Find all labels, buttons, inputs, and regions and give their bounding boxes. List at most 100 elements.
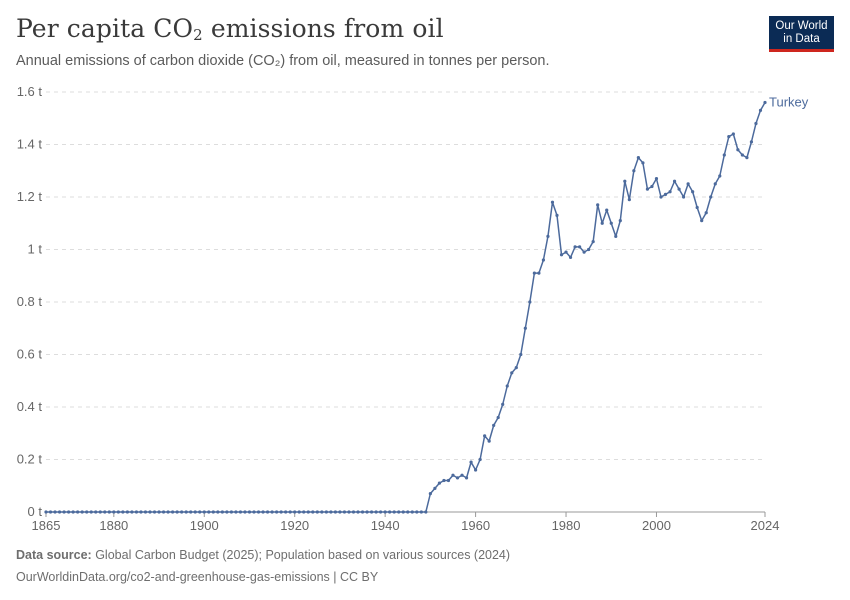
data-point bbox=[618, 219, 622, 223]
data-point bbox=[365, 510, 369, 514]
data-point bbox=[225, 510, 229, 514]
data-point bbox=[166, 510, 170, 514]
series-line-turkey bbox=[46, 102, 766, 513]
data-point bbox=[360, 510, 365, 514]
data-point bbox=[229, 510, 233, 514]
data-point bbox=[654, 177, 659, 181]
data-point bbox=[722, 153, 726, 157]
data-point bbox=[202, 510, 206, 514]
data-point bbox=[67, 510, 71, 514]
data-point bbox=[275, 510, 279, 514]
data-point bbox=[559, 253, 564, 257]
data-point bbox=[143, 510, 148, 514]
data-point bbox=[501, 402, 505, 406]
data-point bbox=[614, 234, 618, 238]
data-point bbox=[591, 240, 595, 244]
data-point bbox=[700, 219, 704, 223]
data-point bbox=[148, 510, 152, 514]
y-tick-label: 1.6 t bbox=[17, 84, 43, 99]
data-point bbox=[247, 510, 252, 514]
x-tick-label: 2024 bbox=[751, 518, 780, 533]
data-point bbox=[121, 510, 125, 514]
data-point bbox=[207, 510, 211, 514]
data-point bbox=[686, 182, 690, 186]
data-point bbox=[451, 473, 455, 477]
data-point bbox=[329, 510, 333, 514]
data-point bbox=[636, 156, 640, 160]
data-point bbox=[433, 486, 437, 490]
data-point bbox=[76, 510, 80, 514]
data-point bbox=[523, 326, 527, 330]
data-point bbox=[424, 510, 428, 514]
data-point bbox=[573, 245, 577, 249]
data-point bbox=[605, 208, 609, 212]
data-point bbox=[315, 510, 319, 514]
chart-subtitle: Annual emissions of carbon dioxide (CO₂)… bbox=[16, 53, 550, 69]
data-point bbox=[758, 108, 763, 112]
x-tick-label: 2000 bbox=[642, 518, 671, 533]
data-point bbox=[193, 510, 197, 514]
data-point bbox=[464, 476, 469, 480]
data-point bbox=[632, 169, 636, 173]
data-point bbox=[505, 384, 509, 388]
data-point bbox=[369, 510, 374, 514]
data-point bbox=[419, 510, 423, 514]
data-point bbox=[351, 510, 356, 514]
data-point bbox=[731, 132, 735, 136]
data-point bbox=[492, 423, 496, 427]
series-label-turkey: Turkey bbox=[769, 95, 809, 110]
data-point bbox=[663, 192, 668, 196]
x-tick-label: 1960 bbox=[461, 518, 490, 533]
data-point bbox=[57, 510, 62, 514]
data-point bbox=[171, 510, 175, 514]
data-point bbox=[763, 100, 767, 105]
data-point bbox=[311, 510, 315, 514]
data-point bbox=[125, 510, 129, 514]
y-tick-label: 0.2 t bbox=[17, 452, 43, 467]
data-point bbox=[401, 510, 405, 514]
data-point bbox=[587, 247, 591, 252]
data-point bbox=[623, 179, 627, 183]
y-tick-label: 1 t bbox=[28, 242, 43, 257]
data-point bbox=[672, 179, 677, 183]
data-point bbox=[175, 510, 179, 514]
data-point bbox=[184, 510, 188, 514]
data-point bbox=[297, 510, 301, 514]
data-point bbox=[397, 510, 401, 514]
data-point bbox=[691, 190, 695, 194]
data-point bbox=[103, 510, 107, 514]
owid-logo[interactable]: Our World in Data bbox=[769, 16, 834, 52]
data-point bbox=[736, 148, 740, 152]
data-point bbox=[627, 198, 631, 202]
chart-title: Per capita CO2 emissions from oil bbox=[16, 14, 444, 44]
data-point bbox=[198, 510, 202, 514]
data-point bbox=[243, 510, 247, 514]
data-point bbox=[659, 195, 663, 199]
data-point bbox=[48, 510, 53, 514]
data-source-note: Data source: Global Carbon Budget (2025)… bbox=[16, 548, 511, 562]
data-point bbox=[546, 234, 550, 238]
y-tick-label: 0.6 t bbox=[17, 347, 43, 362]
data-point bbox=[550, 200, 555, 204]
data-point bbox=[270, 510, 274, 514]
data-point bbox=[677, 187, 681, 191]
data-point bbox=[130, 510, 134, 514]
source-url[interactable]: OurWorldinData.org/co2-and-greenhouse-ga… bbox=[16, 570, 379, 584]
x-tick-label: 1865 bbox=[32, 518, 61, 533]
data-point bbox=[528, 300, 532, 304]
data-point bbox=[537, 271, 541, 275]
data-point bbox=[645, 187, 650, 191]
x-tick-label: 1900 bbox=[190, 518, 219, 533]
data-point bbox=[94, 510, 98, 514]
x-tick-label: 1980 bbox=[552, 518, 581, 533]
data-point bbox=[564, 250, 568, 254]
data-point bbox=[157, 510, 161, 514]
data-point bbox=[609, 221, 613, 225]
data-point bbox=[754, 121, 758, 126]
data-point bbox=[234, 510, 238, 514]
data-point bbox=[383, 510, 387, 514]
y-tick-label: 1.2 t bbox=[17, 189, 43, 204]
data-point bbox=[116, 510, 120, 514]
data-point bbox=[112, 510, 116, 514]
data-point bbox=[460, 473, 464, 477]
